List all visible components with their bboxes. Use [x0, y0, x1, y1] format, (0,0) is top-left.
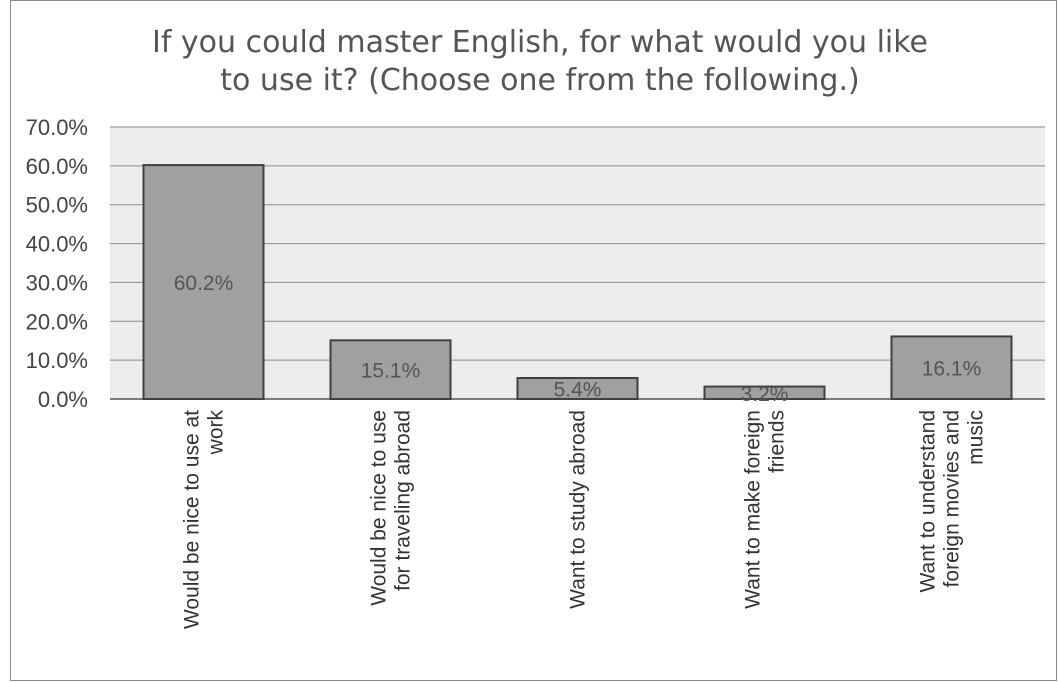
bar — [329, 339, 452, 400]
x-tick-label: Want to understand foreign movies and musi… — [917, 410, 988, 593]
x-tick-label-line: music — [965, 410, 988, 465]
bar — [516, 377, 639, 401]
bar — [703, 385, 826, 400]
x-tick-label-line: Want to study abroad — [567, 410, 590, 609]
data-label: 3.2% — [741, 383, 789, 406]
gridlines — [110, 126, 1045, 400]
x-axis: Would be nice to use at work Would be nice… — [181, 410, 988, 630]
bar — [142, 164, 265, 400]
y-tick-label: 60.0% — [26, 154, 88, 179]
y-tick-label: 70.0% — [26, 115, 88, 140]
y-tick-label: 30.0% — [26, 270, 88, 295]
chart-title-line-1: If you could master English, for what wo… — [152, 25, 928, 60]
x-tick-label-line: Would be nice to use — [368, 410, 391, 606]
x-tick-label: Would be nice to use for traveling abroad — [368, 410, 415, 606]
x-tick-label: Would be nice to use at work — [181, 410, 228, 630]
data-label: 15.1% — [361, 360, 421, 383]
y-tick-label: 40.0% — [26, 232, 88, 257]
x-tick-label-line: Would be nice to use at — [181, 410, 204, 629]
x-tick-label-line: foreign movies and — [941, 410, 964, 587]
y-tick-label: 20.0% — [26, 309, 88, 334]
x-tick-label-line: for traveling abroad — [392, 410, 415, 591]
x-tick-label: Want to make foreign friends — [742, 410, 789, 609]
x-tick-label-line: friends — [766, 410, 789, 473]
data-labels: 60.2% 15.1% 5.4% 3.2% 16.1% — [174, 272, 982, 406]
bars — [142, 164, 1013, 401]
x-tick-label-line: Want to make foreign — [742, 410, 765, 609]
bar — [890, 335, 1013, 401]
y-tick-label: 50.0% — [26, 193, 88, 218]
y-axis: 0.0% 10.0% 20.0% 30.0% 40.0% 50.0% 60.0% 70.0% — [26, 115, 88, 412]
x-tick-label-line: Want to understand — [917, 410, 940, 593]
x-tick-label: Want to study abroad — [567, 410, 590, 609]
data-label: 60.2% — [174, 272, 234, 295]
data-label: 16.1% — [922, 358, 982, 381]
y-tick-label: 0.0% — [38, 387, 88, 412]
chart-title-line-2: to use it? (Choose one from the followin… — [220, 63, 859, 98]
x-tick-label-line: work — [205, 410, 228, 456]
y-tick-label: 10.0% — [26, 348, 88, 373]
plot-area — [110, 127, 1045, 399]
data-label: 5.4% — [554, 379, 602, 402]
